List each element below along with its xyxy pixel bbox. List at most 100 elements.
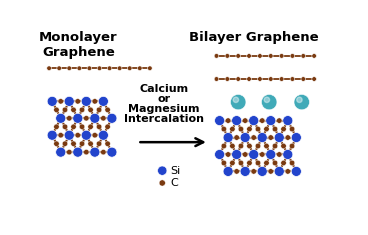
Circle shape	[225, 77, 230, 81]
Circle shape	[62, 124, 68, 129]
Circle shape	[81, 130, 91, 140]
Circle shape	[84, 116, 89, 121]
Circle shape	[88, 124, 93, 129]
Circle shape	[255, 143, 261, 149]
Circle shape	[215, 116, 224, 125]
Circle shape	[289, 143, 295, 149]
Circle shape	[264, 160, 269, 166]
Circle shape	[92, 133, 98, 138]
Circle shape	[105, 107, 110, 113]
Circle shape	[47, 66, 52, 70]
Circle shape	[261, 94, 277, 110]
Circle shape	[243, 152, 248, 157]
Circle shape	[233, 97, 238, 102]
Circle shape	[79, 141, 85, 146]
Circle shape	[62, 107, 68, 113]
Circle shape	[290, 54, 295, 58]
Circle shape	[56, 147, 66, 157]
Circle shape	[223, 166, 233, 176]
Circle shape	[71, 107, 76, 113]
Circle shape	[77, 66, 82, 70]
Circle shape	[289, 126, 295, 132]
Circle shape	[100, 149, 106, 155]
Circle shape	[251, 135, 256, 140]
Circle shape	[257, 133, 267, 143]
Text: or: or	[157, 94, 170, 104]
Circle shape	[234, 169, 239, 174]
Circle shape	[257, 166, 267, 176]
Circle shape	[73, 113, 83, 123]
Circle shape	[148, 66, 152, 70]
Circle shape	[87, 66, 92, 70]
Circle shape	[105, 124, 110, 129]
Circle shape	[223, 133, 233, 143]
Circle shape	[268, 77, 273, 81]
Circle shape	[47, 96, 57, 106]
Circle shape	[258, 54, 262, 58]
Circle shape	[79, 124, 85, 129]
Circle shape	[240, 133, 250, 143]
Circle shape	[62, 141, 68, 146]
Circle shape	[88, 141, 93, 146]
Circle shape	[221, 126, 227, 132]
Circle shape	[301, 77, 306, 81]
Circle shape	[277, 152, 282, 157]
Circle shape	[238, 160, 244, 166]
Circle shape	[285, 135, 290, 140]
Circle shape	[47, 130, 57, 140]
Circle shape	[281, 160, 286, 166]
Circle shape	[236, 54, 241, 58]
Text: C: C	[170, 178, 178, 188]
Text: Si: Si	[170, 166, 180, 176]
Circle shape	[247, 160, 252, 166]
Circle shape	[247, 143, 252, 149]
Circle shape	[54, 141, 59, 146]
Circle shape	[226, 152, 231, 157]
Circle shape	[221, 143, 227, 149]
Circle shape	[285, 169, 290, 174]
Circle shape	[127, 66, 132, 70]
Circle shape	[255, 160, 261, 166]
Circle shape	[215, 149, 224, 160]
Circle shape	[274, 133, 284, 143]
Circle shape	[57, 66, 61, 70]
Circle shape	[96, 141, 102, 146]
Circle shape	[279, 54, 284, 58]
Circle shape	[247, 54, 251, 58]
Circle shape	[283, 149, 293, 160]
Circle shape	[96, 107, 102, 113]
Circle shape	[297, 97, 302, 102]
Circle shape	[277, 118, 282, 123]
Circle shape	[107, 66, 112, 70]
Circle shape	[264, 97, 270, 102]
Circle shape	[268, 169, 273, 174]
Circle shape	[291, 133, 301, 143]
Circle shape	[214, 77, 219, 81]
Circle shape	[225, 54, 230, 58]
Circle shape	[138, 66, 142, 70]
Circle shape	[64, 130, 74, 140]
Circle shape	[107, 147, 117, 157]
Circle shape	[272, 160, 278, 166]
Circle shape	[281, 126, 286, 132]
Circle shape	[259, 118, 265, 123]
Circle shape	[230, 160, 235, 166]
Circle shape	[272, 143, 278, 149]
Circle shape	[97, 66, 102, 70]
Text: Intercalation: Intercalation	[124, 114, 204, 124]
Circle shape	[255, 126, 261, 132]
Circle shape	[105, 141, 110, 146]
Circle shape	[58, 99, 63, 104]
Text: Magnesium: Magnesium	[128, 104, 199, 114]
Circle shape	[75, 133, 81, 138]
Circle shape	[238, 126, 244, 132]
Circle shape	[238, 143, 244, 149]
Circle shape	[231, 149, 242, 160]
Circle shape	[75, 99, 81, 104]
Circle shape	[231, 116, 242, 125]
Circle shape	[230, 126, 235, 132]
Circle shape	[290, 77, 295, 81]
Circle shape	[159, 180, 165, 186]
Circle shape	[230, 94, 246, 110]
Circle shape	[289, 160, 295, 166]
